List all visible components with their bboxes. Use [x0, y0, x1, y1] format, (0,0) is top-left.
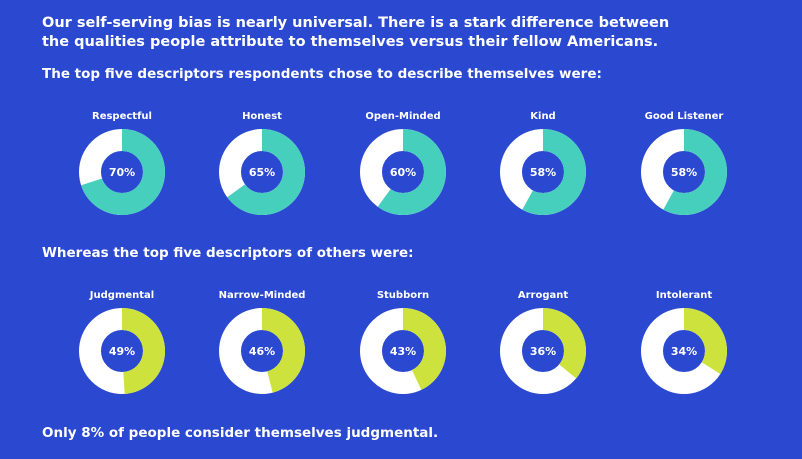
donut-category-label: Judgmental [89, 290, 154, 301]
donut-value-label: 58% [530, 166, 556, 179]
donut-value-arc [122, 308, 166, 394]
donut-value-label: 49% [109, 345, 135, 358]
self-descriptors-title: The top five descriptors respondents cho… [42, 66, 602, 82]
donut-value-arc [262, 308, 305, 393]
donut-value-arc [543, 308, 586, 379]
donut-value-label: 36% [530, 345, 556, 358]
donut-category-label: Kind [530, 111, 555, 122]
donut-category-label: Respectful [92, 111, 152, 122]
donut-category-label: Arrogant [518, 290, 568, 301]
others-descriptors-title: Whereas the top five descriptors of othe… [42, 245, 414, 261]
donut-value-arc [403, 308, 446, 390]
donut-value-arc [684, 308, 727, 375]
donut-value-arc [663, 129, 728, 215]
donut-value-label: 34% [671, 345, 697, 358]
donut-value-arc [81, 129, 165, 215]
donut-value-label: 70% [109, 166, 135, 179]
donut-value-arc [522, 129, 586, 215]
donut-value-arc [227, 129, 305, 215]
donut-category-label: Narrow-Minded [219, 290, 306, 301]
donut-category-label: Intolerant [656, 290, 712, 301]
donut-category-label: Stubborn [377, 290, 429, 301]
donut-value-label: 46% [249, 345, 275, 358]
donut-value-label: 65% [249, 166, 275, 179]
headline: Our self-serving bias is nearly universa… [42, 15, 670, 50]
donut-value-arc [377, 129, 446, 215]
footer-note: Only 8% of people consider themselves ju… [42, 425, 439, 441]
donut-category-label: Open-Minded [365, 111, 440, 122]
donut-category-label: Honest [242, 111, 282, 122]
donut-value-label: 60% [390, 166, 416, 179]
donut-value-label: 43% [390, 345, 416, 358]
donut-value-label: 58% [671, 166, 697, 179]
donut-category-label: Good Listener [645, 111, 724, 122]
